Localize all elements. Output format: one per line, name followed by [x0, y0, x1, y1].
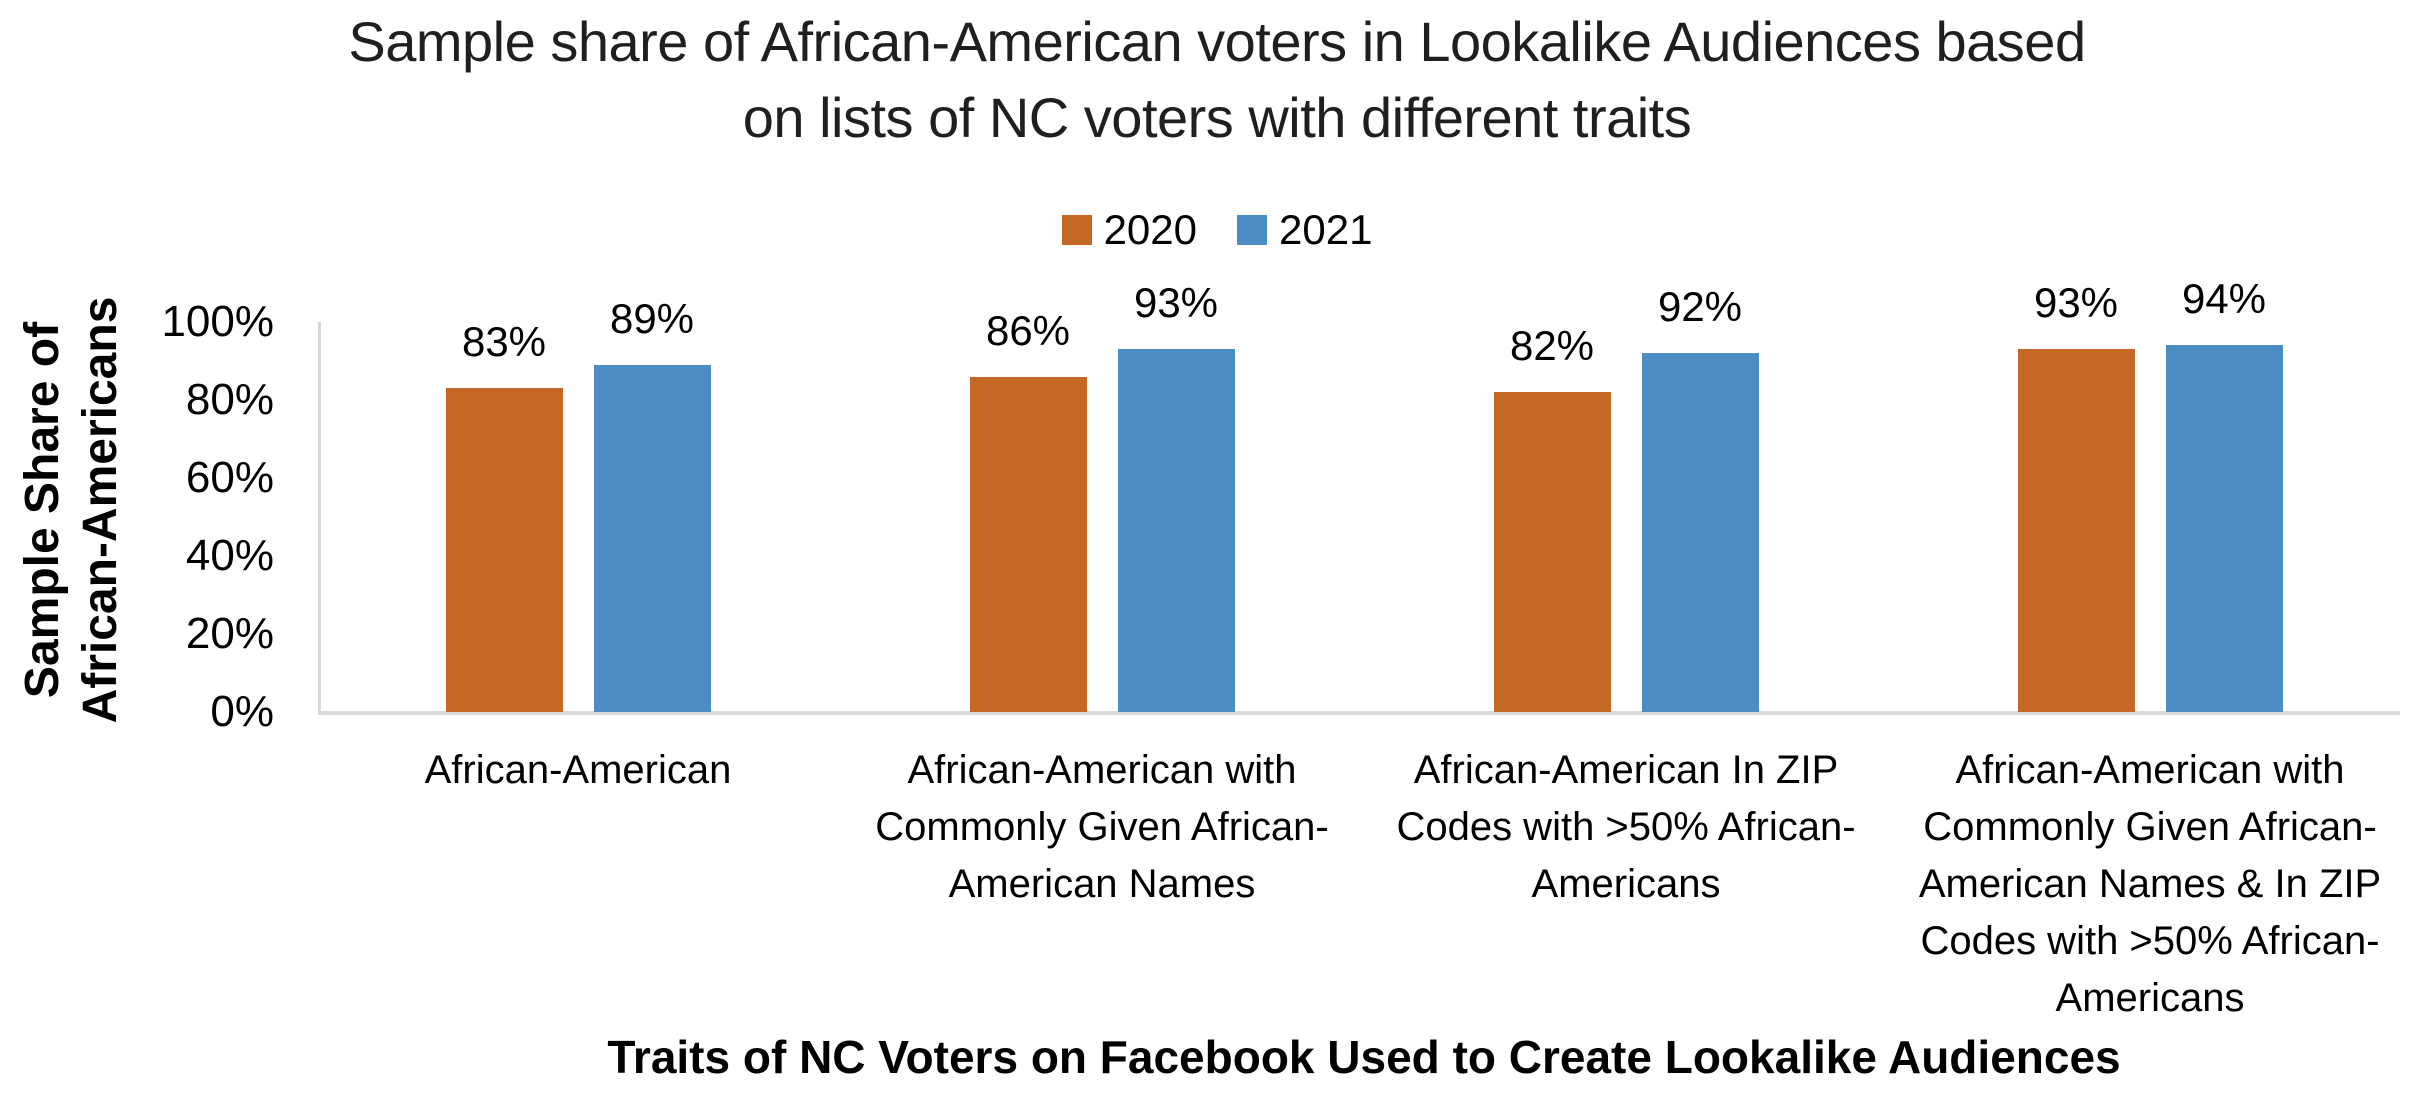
- bar-2020-group-1: [445, 388, 563, 712]
- category-label-group-4: African-American with Commonly Given Afri…: [1888, 742, 2412, 1027]
- legend-item-2020: 2020: [1061, 206, 1197, 254]
- bar-label-2020-group-2: 86%: [985, 306, 1071, 354]
- y-tick-40%: 40%: [185, 531, 274, 580]
- category-label-group-3-line-1: African-American In ZIP: [1413, 748, 1839, 792]
- legend-swatch-2021: [1237, 215, 1267, 245]
- category-label-group-4-line-3: American Names & In ZIP: [1918, 862, 2382, 906]
- category-label-group-1: African-American: [316, 742, 840, 799]
- legend-label-2020: 2020: [1103, 206, 1197, 253]
- bar-label-2021-group-3: 92%: [1657, 283, 1743, 331]
- category-label-group-3: African-American In ZIP Codes with >50% A…: [1364, 742, 1888, 913]
- bar-label-2021-group-1: 89%: [609, 294, 695, 342]
- legend: 2020 2021: [0, 206, 2434, 254]
- bar-label-2020-group-4: 93%: [2033, 279, 2119, 327]
- category-label-group-4-line-5: Americans: [2055, 976, 2245, 1020]
- y-tick-100%: 100%: [161, 297, 274, 346]
- bar-2021-group-1: [593, 364, 711, 712]
- bar-label-2020-group-1: 83%: [461, 318, 547, 366]
- y-tick-80%: 80%: [185, 375, 274, 424]
- category-label-group-2-line-1: African-American with: [907, 748, 1297, 792]
- bar-label-2020-group-3: 82%: [1509, 322, 1595, 370]
- y-tick-60%: 60%: [185, 453, 274, 502]
- x-axis-line: [318, 711, 2400, 715]
- chart-title: Sample share of African-American voters …: [0, 4, 2434, 156]
- category-label-group-3-line-2: Codes with >50% African-: [1396, 805, 1856, 849]
- category-label-group-2-line-3: American Names: [948, 862, 1256, 906]
- x-axis-title: Traits of NC Voters on Facebook Used to …: [607, 1031, 2121, 1083]
- bar-label-2021-group-4: 94%: [2181, 275, 2267, 323]
- legend-label-2021: 2021: [1279, 206, 1373, 253]
- category-label-group-2: African-American with Commonly Given Afri…: [840, 742, 1364, 913]
- y-tick-20%: 20%: [185, 609, 274, 658]
- bar-2021-group-4: [2165, 345, 2283, 712]
- bar-label-2021-group-2: 93%: [1133, 279, 1219, 327]
- category-label-group-4-line-1: African-American with: [1955, 748, 2345, 792]
- category-label-group-4-line-2: Commonly Given African-: [1923, 805, 2377, 849]
- category-label-group-1-line-1: African-American: [424, 748, 732, 792]
- y-tick-0%: 0%: [210, 687, 274, 736]
- category-label-group-2-line-2: Commonly Given African-: [875, 805, 1329, 849]
- legend-item-2021: 2021: [1237, 206, 1372, 254]
- y-axis-line: [318, 322, 321, 712]
- bar-2020-group-3: [1493, 392, 1611, 712]
- legend-swatch-2020: [1061, 215, 1092, 245]
- bar-2021-group-2: [1117, 349, 1235, 712]
- bar-2021-group-3: [1641, 353, 1759, 712]
- bar-2020-group-2: [969, 376, 1087, 712]
- chart-title-line-1: Sample share of African-American voters …: [348, 10, 2086, 73]
- category-label-group-4-line-4: Codes with >50% African-: [1920, 919, 2380, 963]
- category-label-group-3-line-3: Americans: [1531, 862, 1721, 906]
- bar-2020-group-4: [2017, 349, 2135, 712]
- chart-title-line-2: on lists of NC voters with different tra…: [742, 86, 1692, 149]
